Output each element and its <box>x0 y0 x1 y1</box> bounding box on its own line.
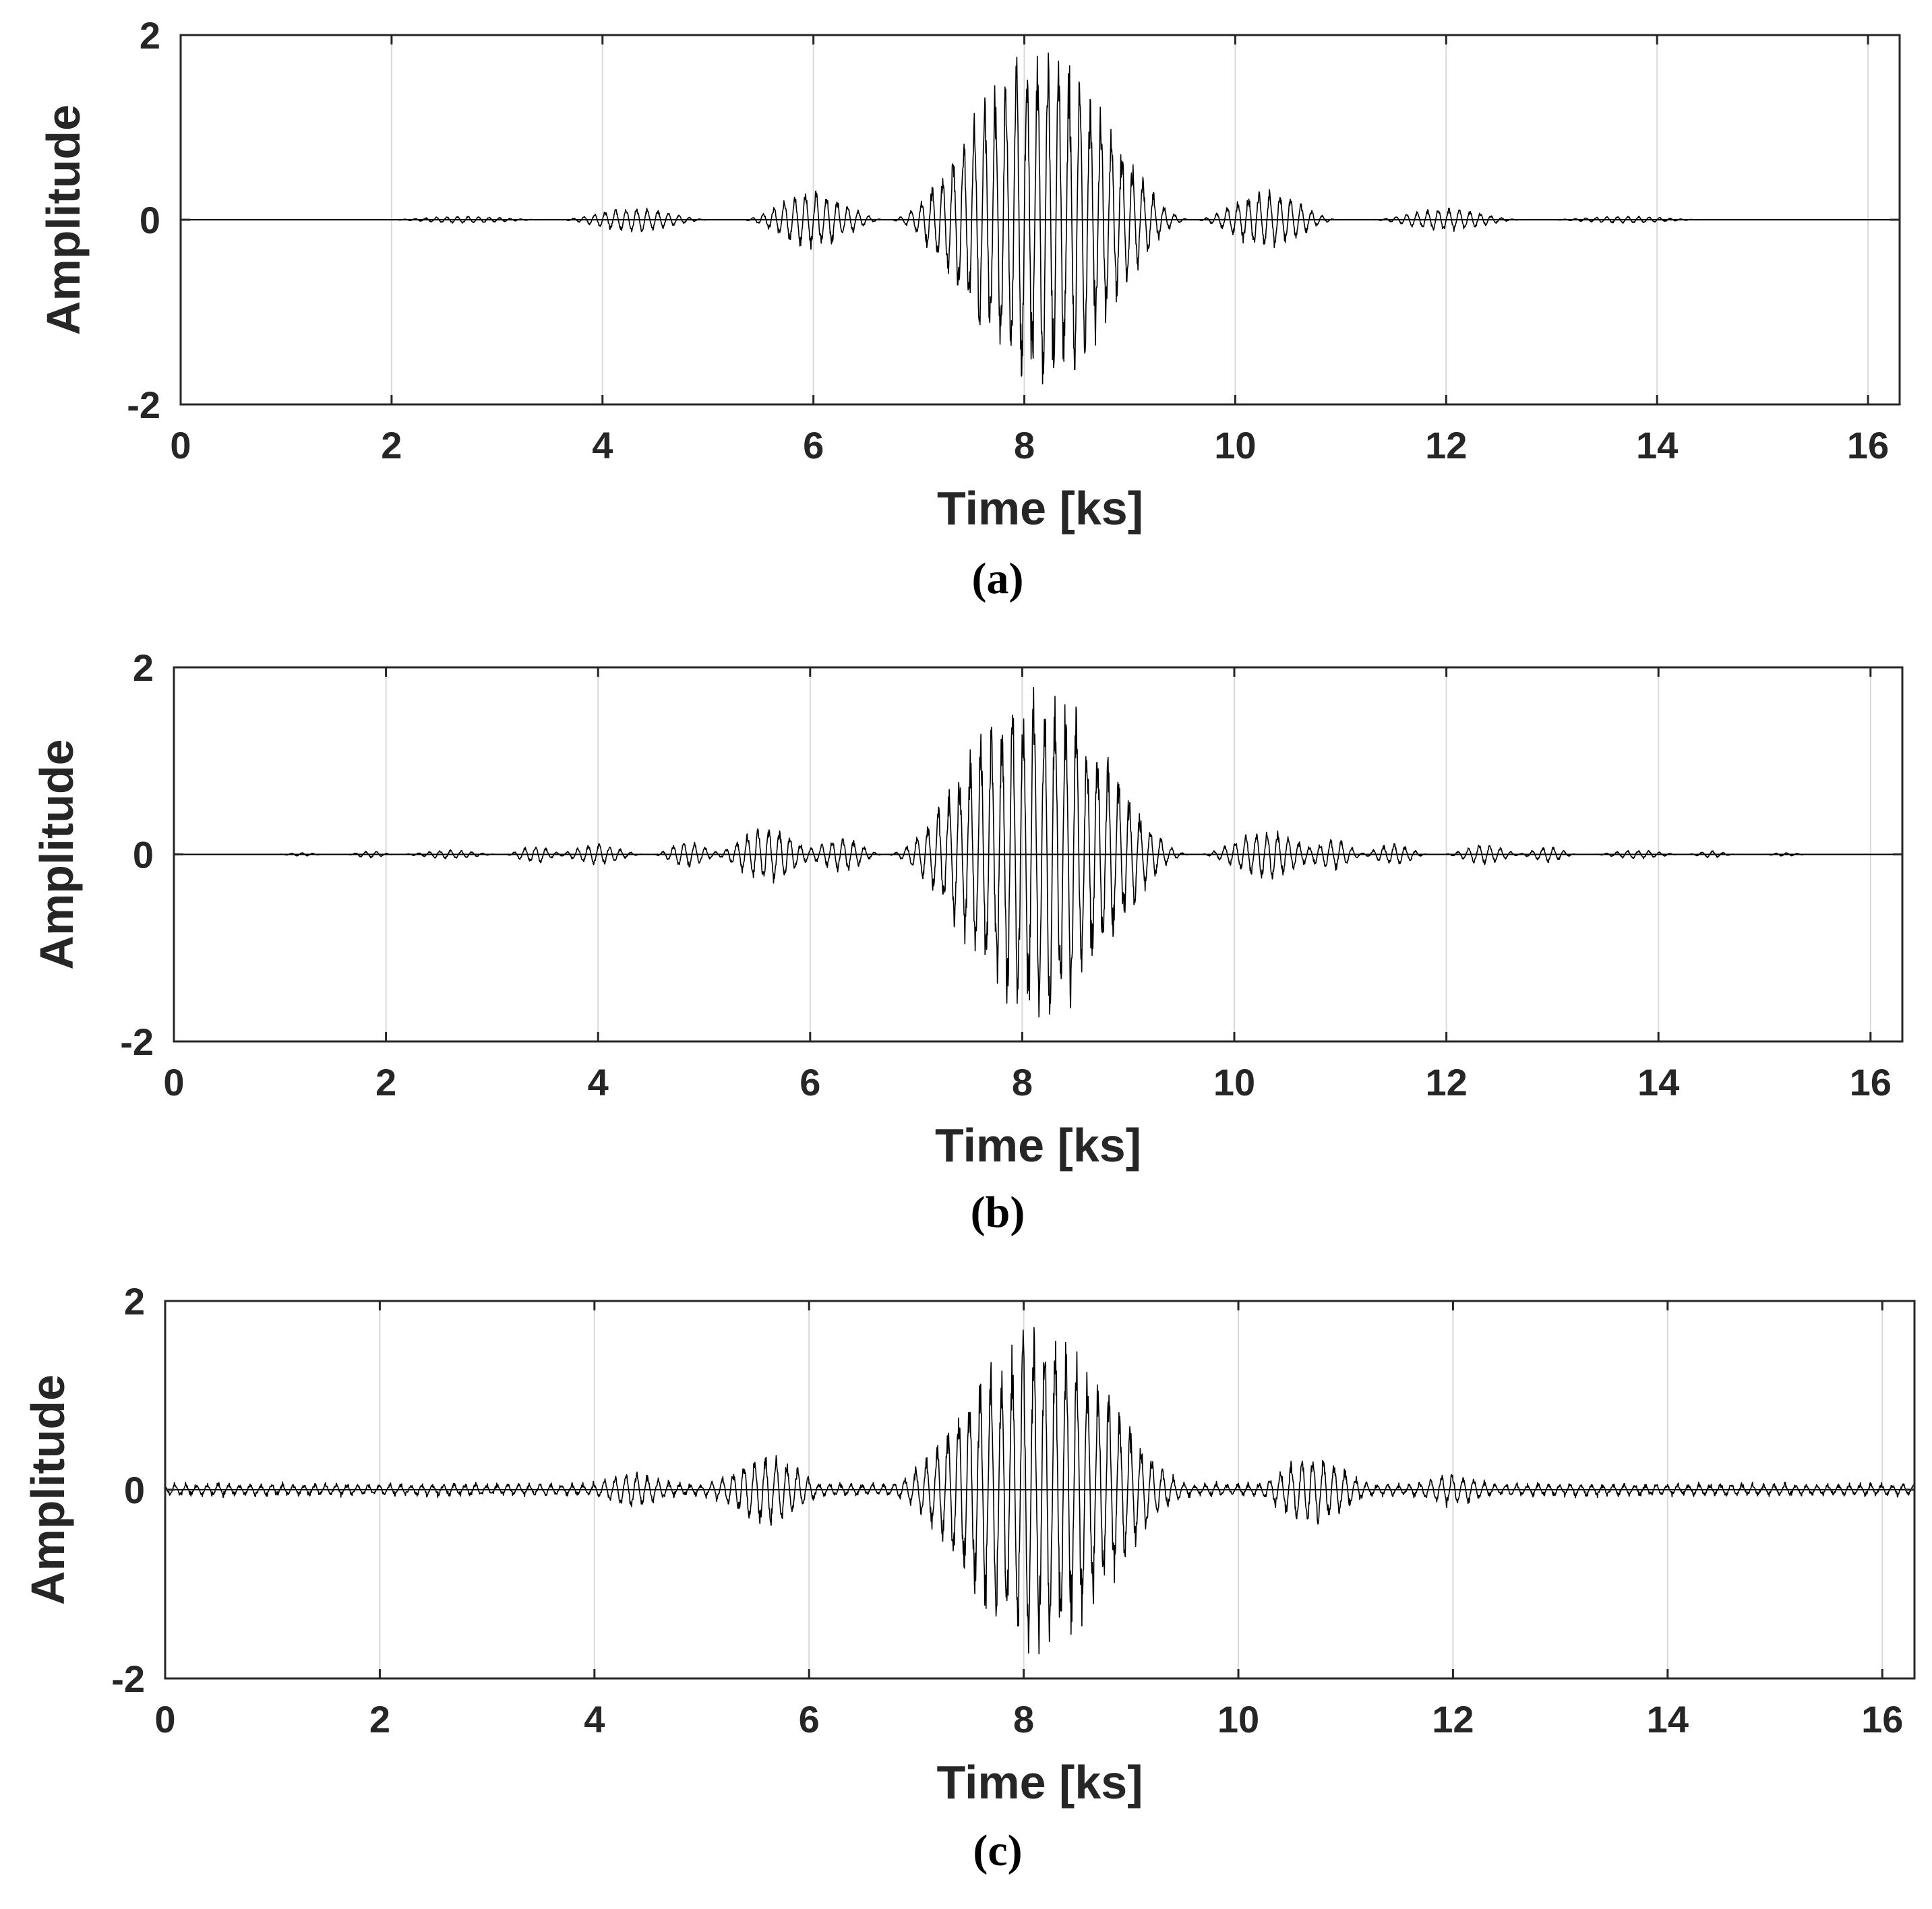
x-tick-label: 14 <box>1636 424 1678 466</box>
x-tick-label: 10 <box>1217 1698 1259 1740</box>
x-tick-label: 16 <box>1850 1061 1892 1103</box>
y-axis-label: Amplitude <box>37 104 90 335</box>
y-tick-label: 0 <box>124 1469 145 1511</box>
signal-series-line <box>180 52 1900 385</box>
x-tick-label: 6 <box>803 424 824 466</box>
x-tick-label: 12 <box>1432 1698 1474 1740</box>
y-axis-label: Amplitude <box>30 739 83 969</box>
x-tick-label: 8 <box>1014 424 1035 466</box>
x-axis-label: Time [ks] <box>935 1119 1141 1172</box>
y-tick-label: -2 <box>111 1658 145 1700</box>
y-tick-label: -2 <box>127 384 160 426</box>
panel-caption: (a) <box>972 554 1024 603</box>
x-tick-label: 2 <box>375 1061 396 1103</box>
y-tick-label: 2 <box>133 646 154 689</box>
signal-series-line <box>164 1327 1915 1655</box>
panel-caption: (b) <box>971 1188 1025 1237</box>
y-tick-label: 0 <box>133 834 154 876</box>
x-tick-label: 2 <box>381 424 402 466</box>
panel-caption: (c) <box>973 1826 1022 1875</box>
x-tick-label: 6 <box>799 1698 820 1740</box>
x-tick-label: 14 <box>1647 1698 1689 1740</box>
x-tick-label: 2 <box>369 1698 390 1740</box>
signal-series-line <box>173 686 1903 1018</box>
x-tick-label: 16 <box>1847 424 1889 466</box>
y-axis-label: Amplitude <box>22 1374 74 1605</box>
x-tick-label: 0 <box>154 1698 175 1740</box>
x-axis-label: Time [ks] <box>937 482 1143 535</box>
x-tick-label: 12 <box>1425 1061 1467 1103</box>
x-tick-label: 6 <box>799 1061 820 1103</box>
x-tick-label: 12 <box>1425 424 1467 466</box>
x-tick-label: 10 <box>1214 424 1256 466</box>
x-tick-label: 8 <box>1012 1061 1033 1103</box>
x-tick-label: 10 <box>1213 1061 1255 1103</box>
y-tick-label: -2 <box>120 1021 154 1063</box>
x-tick-label: 4 <box>588 1061 609 1103</box>
y-tick-label: 0 <box>140 199 160 241</box>
y-tick-label: 2 <box>140 14 160 57</box>
x-tick-label: 0 <box>170 424 191 466</box>
x-tick-label: 0 <box>163 1061 184 1103</box>
x-tick-label: 4 <box>592 424 613 466</box>
x-tick-label: 8 <box>1013 1698 1034 1740</box>
x-tick-label: 16 <box>1861 1698 1903 1740</box>
x-tick-label: 14 <box>1637 1061 1679 1103</box>
y-tick-label: 2 <box>124 1280 145 1323</box>
x-tick-label: 4 <box>584 1698 605 1740</box>
x-axis-label: Time [ks] <box>936 1756 1143 1809</box>
